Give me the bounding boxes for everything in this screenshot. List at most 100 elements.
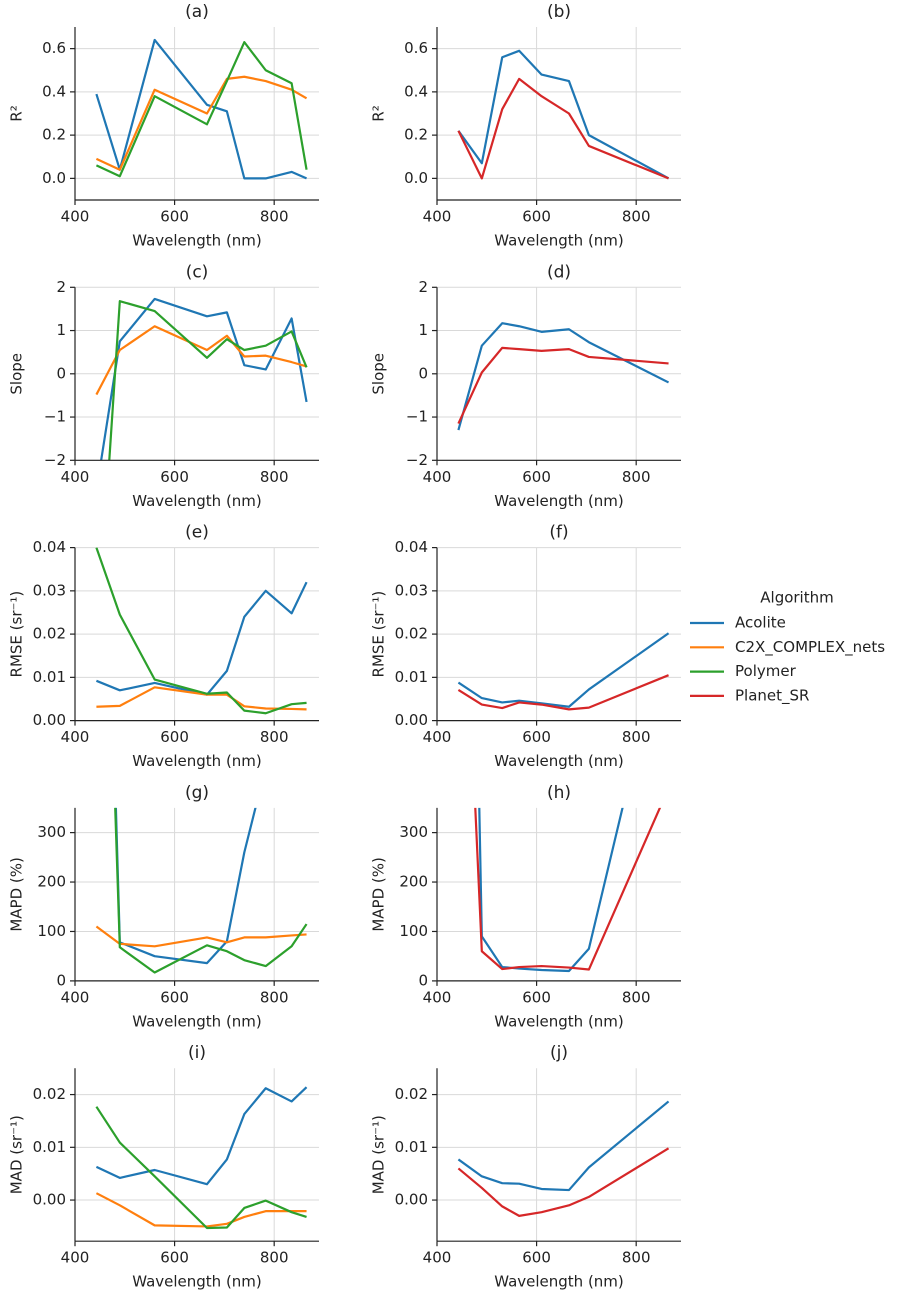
x-tick-label: 600 <box>522 468 551 486</box>
series-line <box>457 346 669 424</box>
series-group <box>95 547 308 715</box>
x-tick-label: 400 <box>423 728 452 746</box>
x-tick-label: 600 <box>522 1249 551 1267</box>
series-line <box>95 325 307 396</box>
subplot-title: (a) <box>185 2 209 22</box>
subplot-title: (g) <box>185 783 209 803</box>
series-line <box>478 807 624 973</box>
x-axis-label: Wavelength (nm) <box>132 1273 262 1291</box>
series-line <box>457 1147 670 1217</box>
y-axis-label: MAD (sr⁻¹) <box>370 1115 388 1194</box>
y-tick-label: 0.6 <box>404 39 428 57</box>
x-axis-label: Wavelength (nm) <box>494 232 624 250</box>
legend-label: Planet_SR <box>735 686 809 705</box>
series-group <box>95 297 308 461</box>
x-tick-label: 800 <box>622 728 651 746</box>
series-line <box>457 77 669 180</box>
x-tick-label: 600 <box>160 208 189 226</box>
x-tick-label: 800 <box>622 1249 651 1267</box>
x-tick-label: 600 <box>160 988 189 1006</box>
subplot-title: (e) <box>185 523 209 543</box>
x-tick-label: 400 <box>61 988 90 1006</box>
series-line <box>114 807 308 974</box>
subplot-title: (b) <box>547 2 571 22</box>
subplot-title: (c) <box>186 262 209 282</box>
subplot: −2 −1 0 1 2 400 600 800 (c) Wavelength (nm) Slope <box>8 262 319 510</box>
x-tick-label: 800 <box>260 728 289 746</box>
x-tick-label: 800 <box>260 468 289 486</box>
subplot: 0.00 0.01 0.02 400 600 800 (i) Wavelength (nm) M… <box>8 1043 319 1291</box>
series-line <box>95 581 308 696</box>
subplot: 0.0 0.2 0.4 0.6 400 600 800 (b) Wavelength (nm) R… <box>370 2 681 250</box>
x-tick-label: 400 <box>423 988 452 1006</box>
x-tick-label: 400 <box>423 208 452 226</box>
y-axis-label: MAD (sr⁻¹) <box>8 1115 26 1194</box>
x-tick-label: 600 <box>160 468 189 486</box>
y-tick-label: 0.2 <box>42 126 66 144</box>
series-line <box>96 686 307 711</box>
y-axis-label: RMSE (sr⁻¹) <box>370 591 388 678</box>
x-tick-label: 600 <box>522 208 551 226</box>
series-line <box>457 674 669 711</box>
x-tick-label: 800 <box>260 988 289 1006</box>
subplot: 0 100 200 300 400 600 800 (h) Wavelength (nm) MAP… <box>370 783 681 1030</box>
x-axis-label: Wavelength (nm) <box>132 752 262 770</box>
subplot: 0 100 200 300 400 600 800 (g) Wavelength (nm) MAP… <box>8 783 319 1030</box>
series-line <box>95 925 307 948</box>
y-tick-label: 300 <box>399 823 428 841</box>
x-tick-label: 600 <box>522 728 551 746</box>
y-tick-label: 0 <box>56 971 66 989</box>
y-tick-label: 0.04 <box>33 538 66 556</box>
y-tick-label: 200 <box>399 873 428 891</box>
y-tick-label: 0.6 <box>42 39 66 57</box>
y-tick-label: 0.0 <box>404 169 428 187</box>
x-tick-label: 800 <box>622 988 651 1006</box>
y-tick-label: 0 <box>418 364 428 382</box>
subplot-title: (j) <box>550 1043 568 1063</box>
y-tick-label: 2 <box>418 278 428 296</box>
y-tick-label: 0.4 <box>404 82 428 100</box>
series-group <box>457 49 670 180</box>
x-tick-label: 800 <box>260 208 289 226</box>
subplot-title: (d) <box>547 262 571 282</box>
x-axis-label: Wavelength (nm) <box>132 492 262 510</box>
series-line <box>100 297 308 461</box>
y-tick-label: 0.00 <box>395 1191 428 1209</box>
series-line <box>457 1100 670 1192</box>
y-tick-label: 0.02 <box>395 625 428 643</box>
legend-label: C2X_COMPLEX_nets <box>735 638 885 657</box>
y-tick-label: 0.00 <box>33 711 66 729</box>
subplot: 0.0 0.2 0.4 0.6 400 600 800 (a) Wavelength (nm) R… <box>8 2 319 250</box>
series-line <box>95 1086 308 1186</box>
y-tick-label: 0.4 <box>42 82 66 100</box>
y-tick-label: 0.02 <box>395 1085 428 1103</box>
series-line <box>95 547 307 715</box>
y-axis-label: RMSE (sr⁻¹) <box>8 591 26 678</box>
y-tick-label: −1 <box>406 408 428 426</box>
x-tick-label: 400 <box>61 1249 90 1267</box>
series-group <box>457 322 670 431</box>
y-tick-label: 0.0 <box>42 169 66 187</box>
y-tick-label: 0.01 <box>395 668 428 686</box>
x-tick-label: 400 <box>61 468 90 486</box>
series-line <box>457 49 670 180</box>
series-group <box>457 632 670 711</box>
y-tick-label: 0.00 <box>395 711 428 729</box>
series-line <box>457 322 670 431</box>
x-axis-label: Wavelength (nm) <box>132 1012 262 1030</box>
y-tick-label: 0 <box>56 364 66 382</box>
series-group <box>95 38 308 180</box>
x-tick-label: 800 <box>260 1249 289 1267</box>
series-group <box>457 1100 670 1217</box>
series-line <box>95 1192 307 1228</box>
y-tick-label: −2 <box>44 451 66 469</box>
series-line <box>95 38 307 180</box>
legend-label: Acolite <box>735 614 786 632</box>
series-group <box>474 807 662 973</box>
y-tick-label: 0.01 <box>395 1138 428 1156</box>
y-tick-label: 100 <box>37 922 66 940</box>
x-tick-label: 600 <box>160 1249 189 1267</box>
subplot-title: (i) <box>188 1043 206 1063</box>
y-tick-label: 0.03 <box>33 581 66 599</box>
subplot: 0.00 0.01 0.02 0.03 0.04 400 600 800 (e) Waveleng… <box>8 523 319 770</box>
